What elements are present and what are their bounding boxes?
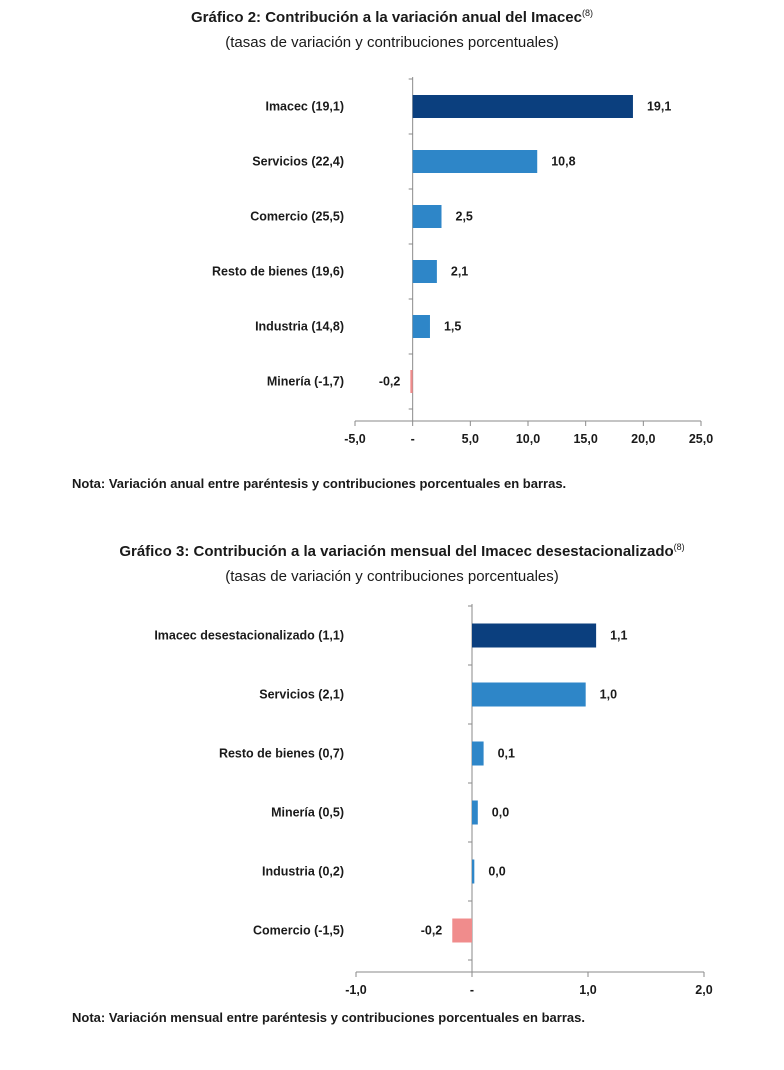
chart2-title-superscript: (8) xyxy=(673,542,685,552)
chart1-category-label: Resto de bienes (19,6) xyxy=(212,265,344,279)
chart1-value-label: 10,8 xyxy=(551,155,575,169)
chart1-tick-label: 10,0 xyxy=(516,432,540,446)
chart2-note: Nota: Variación mensual entre paréntesis… xyxy=(72,1010,585,1025)
chart2-category-label: Resto de bienes (0,7) xyxy=(219,747,344,761)
chart1-category-label: Minería (-1,7) xyxy=(267,375,344,389)
chart2-value-label: 1,1 xyxy=(610,629,627,643)
chart2-category-label: Comercio (-1,5) xyxy=(253,924,344,938)
chart2-bar xyxy=(452,918,472,943)
chart2-tick-label: -1,0 xyxy=(345,983,367,997)
chart2-category-label: Servicios (2,1) xyxy=(259,688,344,702)
chart2-bar xyxy=(472,741,484,766)
chart2-bar xyxy=(472,800,478,825)
chart2-value-label: 0,0 xyxy=(492,806,509,820)
chart1-bar xyxy=(412,315,430,338)
chart2-tick-label: 1,0 xyxy=(579,983,596,997)
chart1-title: Gráfico 2: Contribución a la variación a… xyxy=(191,8,593,26)
chart2-bar xyxy=(472,682,586,707)
chart2-value-label: 1,0 xyxy=(600,688,617,702)
chart2-subtitle: (tasas de variación y contribuciones por… xyxy=(225,568,559,585)
chart1-bar xyxy=(412,205,442,228)
chart2-bar xyxy=(472,623,597,648)
chart1-category-label: Imacec (19,1) xyxy=(265,100,344,114)
chart1-category-label: Servicios (22,4) xyxy=(252,155,344,169)
chart1-value-label: 2,1 xyxy=(451,265,468,279)
chart1-value-label: 1,5 xyxy=(444,320,461,334)
chart1-subtitle: (tasas de variación y contribuciones por… xyxy=(225,34,559,51)
chart1-title-superscript: (8) xyxy=(581,8,593,18)
chart1-tick-label: 25,0 xyxy=(689,432,713,446)
chart2-category-label: Imacec desestacionalizado (1,1) xyxy=(154,629,344,643)
chart1-value-label: -0,2 xyxy=(379,375,401,389)
chart1-tick-label: -5,0 xyxy=(344,432,366,446)
chart1-tick-label: 15,0 xyxy=(573,432,597,446)
chart2-title: Gráfico 3: Contribución a la variación m… xyxy=(119,542,685,560)
chart1-category-label: Comercio (25,5) xyxy=(250,210,344,224)
chart2-bar xyxy=(472,859,475,884)
chart1-category-label: Industria (14,8) xyxy=(255,320,344,334)
chart1-note: Nota: Variación anual entre paréntesis y… xyxy=(72,476,567,491)
chart2-tick-label: 2,0 xyxy=(695,983,712,997)
chart1-bar xyxy=(412,260,437,283)
chart1-bar xyxy=(410,370,413,393)
chart2-value-label: 0,0 xyxy=(488,865,505,879)
chart1-tick-label: 20,0 xyxy=(631,432,655,446)
chart1-tick-label: - xyxy=(411,432,415,446)
chart1-bar xyxy=(412,150,538,173)
chart1-value-label: 2,5 xyxy=(456,210,473,224)
chart2-value-label: 0,1 xyxy=(498,747,515,761)
chart2-category-label: Industria (0,2) xyxy=(262,865,344,879)
chart1-value-label: 19,1 xyxy=(647,100,671,114)
chart2-tick-label: - xyxy=(470,983,474,997)
chart2-category-label: Minería (0,5) xyxy=(271,806,344,820)
chart1-tick-label: 5,0 xyxy=(462,432,479,446)
chart1-bar xyxy=(412,95,633,118)
chart2-value-label: -0,2 xyxy=(421,924,443,938)
